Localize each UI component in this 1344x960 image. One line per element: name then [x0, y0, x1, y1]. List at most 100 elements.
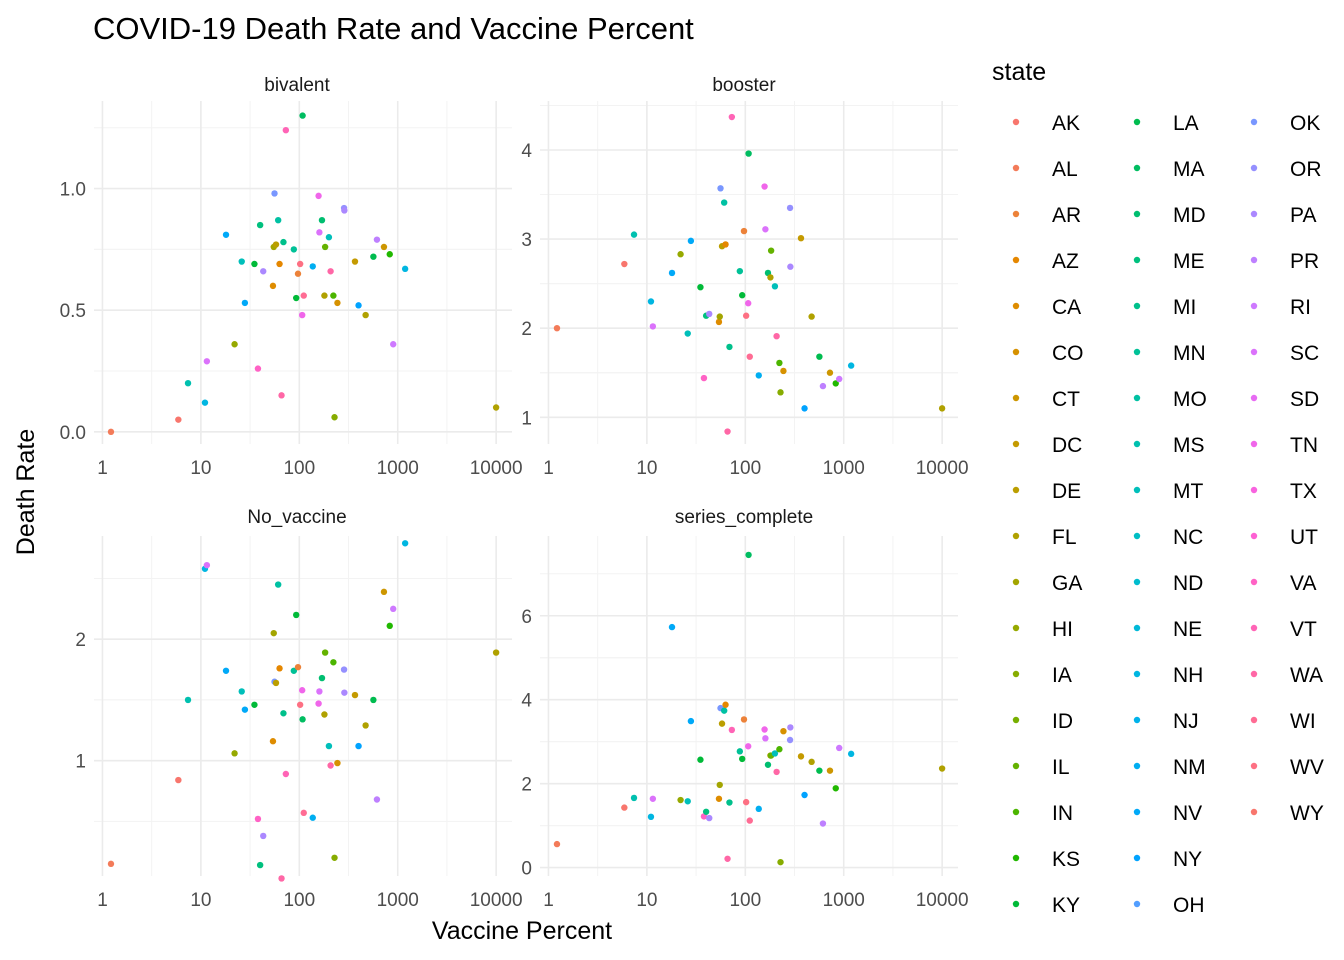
legend-label: ND	[1173, 572, 1203, 595]
data-point-tn	[744, 743, 752, 750]
legend-label: MA	[1173, 158, 1205, 181]
legend-item-wi: WI	[1250, 710, 1316, 733]
legend-key	[1133, 486, 1141, 494]
y-tick-label: 1.0	[60, 180, 86, 201]
data-point-sc	[203, 561, 211, 569]
legend-item-tn: TN	[1250, 434, 1318, 457]
data-point-dc	[797, 235, 805, 242]
data-point-ct	[826, 369, 834, 376]
data-point-ga	[716, 313, 723, 320]
legend-label: MN	[1173, 342, 1206, 365]
legend-item-ma: MA	[1133, 158, 1205, 181]
data-point-pr	[373, 796, 381, 803]
data-point-fl	[808, 313, 815, 320]
legend-key	[1133, 394, 1141, 402]
legend-item-nc: NC	[1133, 526, 1203, 549]
data-point-dc	[351, 258, 359, 265]
data-point-la	[816, 767, 823, 774]
data-point-ca	[269, 282, 277, 290]
legend-label: MI	[1173, 296, 1196, 319]
legend-label: SD	[1290, 388, 1319, 411]
data-point-ca	[715, 318, 723, 326]
legend-label: CA	[1052, 296, 1081, 319]
data-point-wi	[746, 817, 753, 824]
data-point-ia	[777, 858, 784, 866]
data-point-pa	[260, 832, 267, 840]
legend-label: CO	[1052, 342, 1084, 365]
data-point-hi	[677, 251, 684, 258]
legend-item-ok: OK	[1250, 112, 1320, 135]
legend-label: IN	[1052, 802, 1073, 825]
data-point-mt	[325, 742, 333, 750]
data-point-ma	[745, 551, 752, 559]
chart-title: COVID-19 Death Rate and Vaccine Percent	[93, 11, 694, 46]
legend-key	[1012, 440, 1020, 448]
data-point-ky	[738, 292, 746, 299]
data-point-vt	[728, 726, 736, 734]
data-point-pa	[787, 724, 794, 731]
data-point-co	[334, 759, 341, 767]
legend-label: ME	[1173, 250, 1205, 273]
data-point-nm	[309, 263, 316, 270]
data-point-tn	[761, 183, 768, 190]
y-tick-label: 2	[521, 775, 532, 796]
legend-item-co: CO	[1012, 342, 1084, 365]
legend-item-de: DE	[1012, 480, 1081, 503]
y-tick-label: 6	[521, 607, 532, 628]
data-point-hi	[231, 341, 238, 348]
data-point-me	[256, 221, 264, 229]
data-point-sc	[203, 358, 211, 365]
legend-item-nv: NV	[1133, 802, 1202, 825]
data-point-de	[272, 241, 280, 248]
legend-key	[1133, 440, 1141, 448]
data-point-ar	[740, 227, 748, 235]
data-point-az	[276, 665, 283, 672]
legend-key	[1250, 164, 1258, 172]
data-point-wv	[742, 798, 750, 806]
legend-key	[1250, 302, 1258, 310]
legend-key	[1012, 348, 1020, 356]
x-tick-label: 1	[97, 458, 108, 479]
data-point-mt	[771, 283, 779, 290]
legend-item-nh: NH	[1133, 664, 1203, 687]
data-point-mo	[274, 581, 282, 588]
x-tick-label: 10	[190, 890, 211, 911]
data-point-ms	[184, 379, 192, 387]
legend-key	[1012, 578, 1020, 586]
data-point-or	[340, 666, 348, 673]
data-point-mi	[726, 343, 733, 351]
legend-item-ca: CA	[1012, 296, 1081, 319]
data-point-ct	[380, 243, 388, 251]
data-point-il	[321, 243, 329, 251]
legend-label: IL	[1052, 756, 1070, 779]
legend-key	[1012, 762, 1020, 770]
legend-label: GA	[1052, 572, 1082, 595]
data-point-me	[702, 808, 710, 815]
data-point-mi	[726, 799, 733, 806]
legend-key	[1250, 486, 1258, 494]
data-point-ca	[715, 795, 723, 802]
data-point-mt	[238, 258, 245, 265]
data-point-ny	[355, 742, 362, 750]
legend-label: MS	[1173, 434, 1205, 457]
legend-key	[1012, 210, 1020, 218]
data-point-fl	[938, 765, 946, 772]
data-point-ct	[380, 588, 388, 596]
legend-item-mt: MT	[1133, 480, 1203, 503]
legend-label: CT	[1052, 388, 1080, 411]
legend-item-sc: SC	[1250, 342, 1319, 365]
data-point-fl	[808, 758, 815, 766]
data-point-hi	[231, 750, 238, 757]
legend-key	[1133, 854, 1141, 862]
legend-item-pa: PA	[1250, 204, 1316, 227]
legend-label: OK	[1290, 112, 1320, 135]
data-point-mt	[325, 234, 333, 241]
data-point-ny	[801, 791, 808, 799]
panel-bivalent: 1 10 100 1000 10000 0.0 0.5 1.0 bivalent	[60, 75, 523, 479]
data-point-wa	[327, 268, 334, 275]
legend-label: KS	[1052, 848, 1080, 871]
legend-item-dc: DC	[1012, 434, 1082, 457]
legend-item-oh: OH	[1133, 894, 1205, 917]
data-point-de	[272, 679, 280, 687]
